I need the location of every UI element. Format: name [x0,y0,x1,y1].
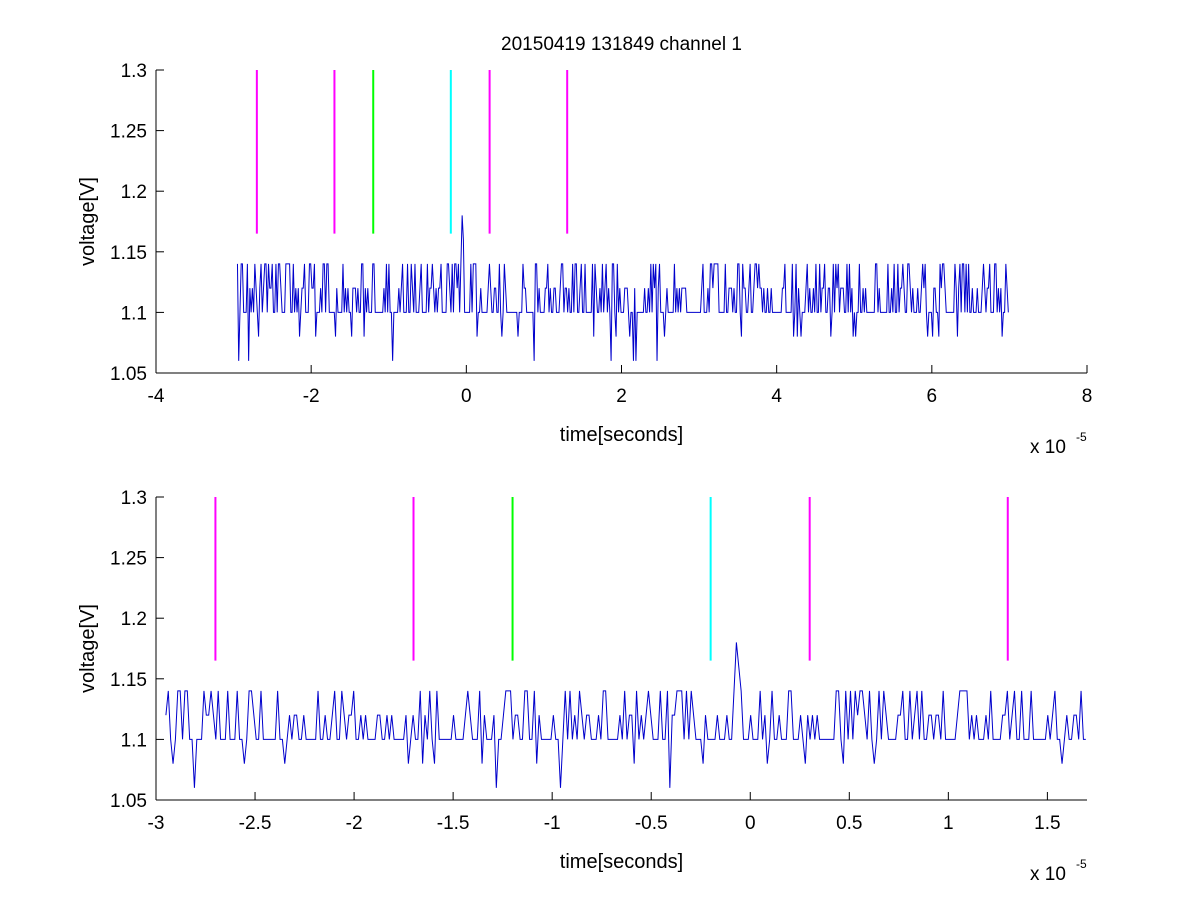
x-tick-label: 8 [1082,386,1093,407]
x-exponent-label: x 10 [1030,864,1066,885]
x-tick-label: -3 [148,813,165,834]
y-tick-label: 1.1 [121,730,147,751]
x-tick-label: 1 [943,813,954,834]
voltage-trace [165,642,1086,788]
x-tick-label: -1 [544,813,561,834]
x-exponent-superscript: -5 [1076,857,1087,871]
x-tick-label: 0 [745,813,756,834]
x-tick-label: 0.5 [836,813,862,834]
y-tick-label: 1.1 [121,303,147,324]
x-exponent-superscript: -5 [1076,430,1087,444]
x-tick-label: -1.5 [437,813,470,834]
y-tick-label: 1.15 [110,670,147,691]
x-axis-label: time[seconds] [560,851,683,873]
x-tick-label: 4 [771,386,782,407]
y-tick-label: 1.25 [110,122,147,143]
y-axis-label: voltage[V] [77,604,99,693]
y-tick-label: 1.2 [121,182,147,203]
y-tick-label: 1.25 [110,549,147,570]
y-tick-label: 1.3 [121,488,147,509]
y-tick-label: 1.05 [110,791,147,812]
chart-title: 20150419 131849 channel 1 [501,34,742,55]
y-tick-label: 1.2 [121,609,147,630]
x-tick-label: -0.5 [635,813,668,834]
x-tick-label: -2.5 [239,813,272,834]
x-axis-label: time[seconds] [560,424,683,446]
voltage-trace [236,215,1009,361]
x-tick-label: 2 [616,386,627,407]
y-axis-label: voltage[V] [77,177,99,266]
x-tick-label: 1.5 [1034,813,1060,834]
x-tick-label: 0 [461,386,472,407]
y-tick-label: 1.15 [110,243,147,264]
x-tick-label: 6 [927,386,938,407]
y-tick-label: 1.05 [110,364,147,385]
y-tick-label: 1.3 [121,61,147,82]
top-plot: -4 -2 0 2 4 6 8 1.05 1.1 1.15 1.2 1.25 1.3 20150419 1… [77,34,1092,458]
bottom-plot: -3 -2.5 -2 -1.5 -1 -0.5 0 0.5 1 1.5 1.05 1.1 1.15 1.2… [77,488,1087,885]
x-tick-label: -2 [303,386,320,407]
x-tick-label: -2 [346,813,363,834]
x-tick-label: -4 [148,386,165,407]
x-exponent-label: x 10 [1030,437,1066,458]
